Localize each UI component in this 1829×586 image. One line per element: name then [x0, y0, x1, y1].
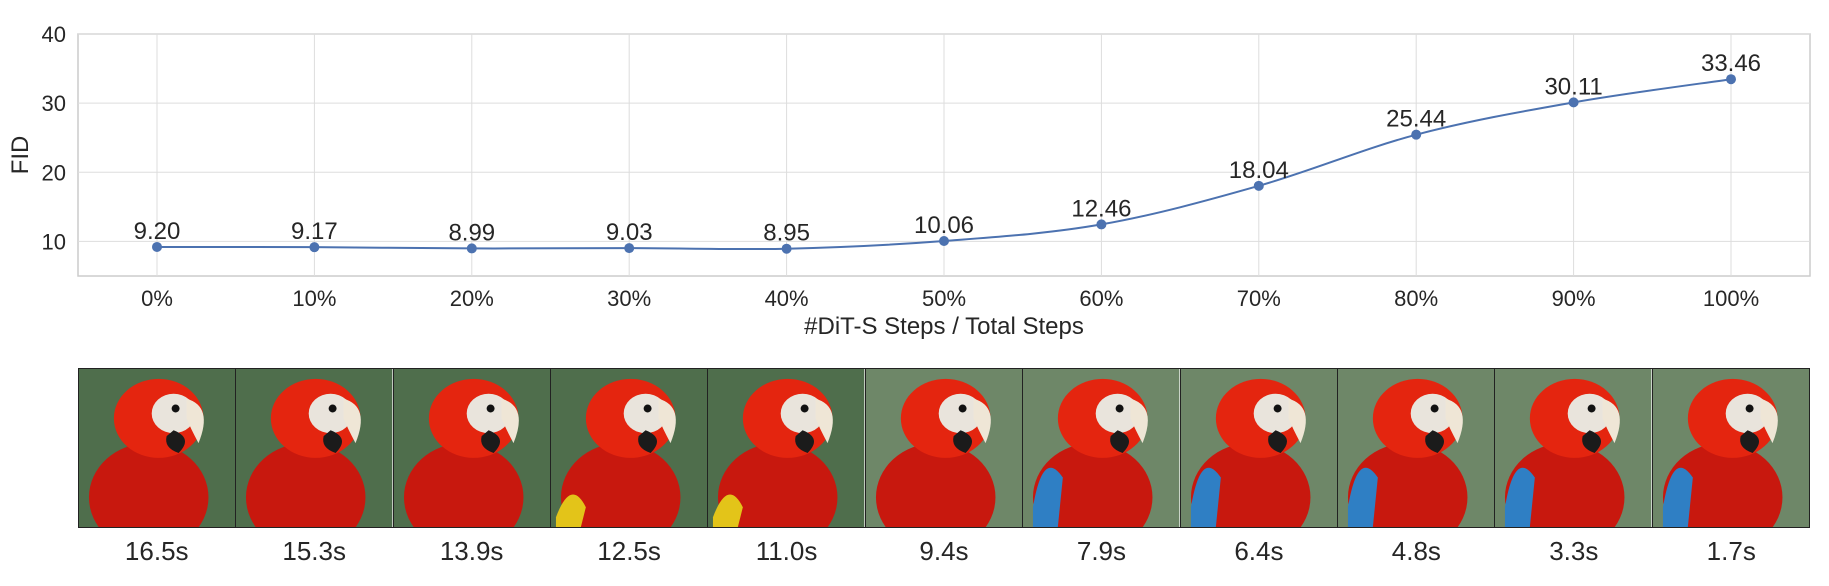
time-label: 6.4s — [1234, 536, 1284, 566]
data-point — [1568, 97, 1579, 108]
x-tick-label: 80% — [1394, 286, 1438, 311]
time-label: 1.7s — [1706, 536, 1756, 566]
time-label: 7.9s — [1076, 536, 1127, 566]
sample-image — [1180, 369, 1338, 527]
data-point — [1253, 180, 1264, 191]
x-tick-label: 100% — [1703, 286, 1759, 311]
sample-image — [865, 369, 1024, 527]
data-label: 10.06 — [914, 212, 974, 239]
y-tick-label: 10 — [42, 229, 66, 254]
time-label: 13.9s — [439, 536, 504, 566]
sample-image — [1495, 369, 1653, 527]
sample-image — [79, 369, 237, 527]
data-point — [624, 243, 635, 254]
time-label: 9.4s — [919, 536, 969, 566]
sample-image — [708, 369, 866, 527]
gridlines — [78, 33, 1810, 276]
x-tick-label: 40% — [765, 286, 809, 311]
data-point — [309, 242, 320, 253]
time-label: 16.5s — [124, 536, 189, 566]
time-label: 11.0s — [755, 536, 818, 566]
time-label: 4.8s — [1391, 536, 1441, 566]
y-tick-labels: 10 20 30 40 — [42, 22, 66, 254]
sample-image-strip — [78, 368, 1810, 528]
x-tick-labels: 0% 10% 20% 30% 40% 50% 60% 70% 80% 90% 100% — [141, 286, 1759, 311]
data-label: 8.99 — [448, 219, 495, 246]
data-point — [1096, 219, 1107, 230]
data-label: 9.03 — [606, 219, 653, 246]
y-tick-label: 30 — [42, 91, 66, 116]
data-label: 33.46 — [1701, 50, 1761, 77]
data-points — [152, 74, 1736, 254]
x-tick-label: 0% — [141, 286, 173, 311]
y-tick-label: 40 — [42, 22, 66, 47]
data-labels: 9.20 9.17 8.99 9.03 8.95 10.06 12.46 18.04 25.44… — [134, 50, 1761, 246]
y-axis-title: FID — [7, 136, 34, 175]
x-tick-label: 10% — [292, 286, 336, 311]
data-label: 18.04 — [1229, 157, 1289, 184]
sample-image — [236, 369, 394, 527]
x-tick-label: 30% — [607, 286, 651, 311]
x-tick-label: 20% — [450, 286, 494, 311]
y-tick-label: 20 — [42, 160, 66, 185]
x-tick-label: 70% — [1237, 286, 1281, 311]
fid-line-chart: 10 20 30 40 0% 10% 20% 30% 40% 50% 60% 70% 80% 90% 10… — [7, 22, 1811, 340]
data-point — [781, 243, 792, 254]
data-label: 8.95 — [763, 220, 810, 247]
x-tick-label: 50% — [922, 286, 966, 311]
data-label: 9.20 — [134, 218, 181, 245]
data-label: 25.44 — [1386, 106, 1446, 133]
sample-image — [1652, 369, 1809, 527]
data-point — [152, 241, 162, 252]
data-label: 9.17 — [291, 218, 338, 245]
data-point — [1411, 129, 1422, 140]
time-label-row: 16.5s 15.3s 13.9s 12.5s 11.0s 9.4s 7.9s 6.4s 4.8… — [78, 536, 1810, 567]
time-label: 15.3s — [282, 536, 346, 566]
data-point — [1726, 74, 1736, 85]
x-tick-label: 60% — [1079, 286, 1123, 311]
x-axis-title: #DiT-S Steps / Total Steps — [804, 313, 1084, 340]
data-label: 30.11 — [1544, 73, 1602, 100]
sample-image — [551, 369, 709, 527]
sample-image — [393, 369, 552, 527]
time-label: 3.3s — [1549, 536, 1599, 566]
data-point — [466, 243, 477, 254]
sample-image — [1023, 369, 1181, 527]
time-label: 12.5s — [597, 536, 661, 566]
data-label: 12.46 — [1071, 195, 1131, 222]
sample-image — [1337, 369, 1496, 527]
data-point — [939, 236, 949, 247]
x-tick-label: 90% — [1552, 286, 1596, 311]
